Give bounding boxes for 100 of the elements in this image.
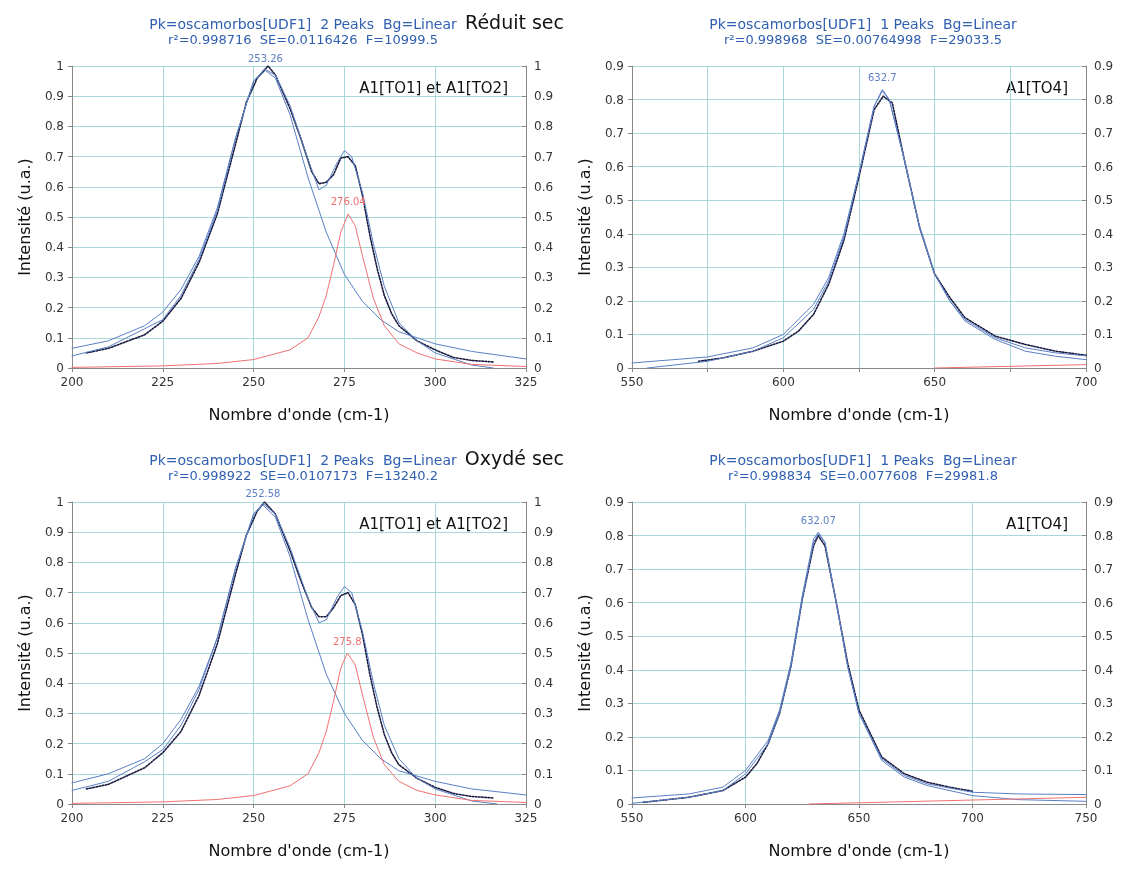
y-tick-label: 0.5 xyxy=(44,210,64,224)
x-tick-label: 250 xyxy=(242,375,266,389)
annotation: 253.26 xyxy=(247,53,283,65)
y2-tick-label: 0.4 xyxy=(534,676,554,691)
y-tick-label: 0.7 xyxy=(604,562,624,577)
y2-tick-label: 0.3 xyxy=(1094,696,1114,711)
y-tick-label: 0.3 xyxy=(604,696,624,711)
y-tick-label: 0.3 xyxy=(44,270,64,285)
y2-tick-label: 0.1 xyxy=(1094,763,1114,778)
y-tick-label: 0 xyxy=(56,361,64,375)
x-tick-label: 700 xyxy=(1074,375,1098,389)
y2-tick-label: 0.2 xyxy=(1094,729,1114,744)
y2-tick-label: 0.1 xyxy=(534,330,554,345)
y2-tick-label: 0.6 xyxy=(534,615,554,630)
y-tick-label: 0.8 xyxy=(604,92,624,107)
y-tick-label: 0.7 xyxy=(44,585,64,600)
y-tick-label: 0.9 xyxy=(604,495,624,509)
y-axis-title: Intensité (u.a.) xyxy=(574,594,594,712)
y2-tick-label: 0.4 xyxy=(534,240,554,255)
x-tick-label: 225 xyxy=(151,811,175,825)
chart-subtitle: r²=0.998834 SE=0.0077608 F=29981.8 xyxy=(728,468,998,483)
x-axis-title: Nombre d'onde (cm-1) xyxy=(768,840,950,860)
x-tick-label: 750 xyxy=(1074,811,1098,825)
y2-tick-label: 0.1 xyxy=(1094,327,1114,342)
y2-tick-label: 0.1 xyxy=(534,766,554,781)
y2-tick-label: 0.3 xyxy=(1094,260,1114,275)
x-tick-label: 325 xyxy=(514,811,538,825)
y-tick-label: 0.9 xyxy=(44,525,64,540)
annotation: 632.7 xyxy=(867,71,897,83)
y2-tick-label: 0.4 xyxy=(1094,662,1114,677)
y-tick-label: 0.9 xyxy=(604,59,624,73)
y-tick-label: 0.9 xyxy=(44,89,64,104)
y-tick-label: 0.2 xyxy=(44,300,64,315)
y-tick-label: 0.5 xyxy=(604,629,624,644)
y2-tick-label: 1 xyxy=(534,59,542,73)
y-tick-label: 0.1 xyxy=(44,766,64,781)
x-tick-label: 325 xyxy=(514,375,538,389)
chart-subtitle: r²=0.998968 SE=0.00764998 F=29033.5 xyxy=(723,32,1003,47)
x-tick-label: 300 xyxy=(423,811,447,825)
x-tick-label: 550 xyxy=(620,811,644,825)
x-axis-title: Nombre d'onde (cm-1) xyxy=(208,404,390,424)
y-tick-label: 0.8 xyxy=(44,119,64,134)
y-tick-label: 1 xyxy=(56,59,64,73)
y-tick-label: 0.8 xyxy=(604,528,624,543)
y2-tick-label: 0.7 xyxy=(1094,126,1114,141)
x-tick-label: 200 xyxy=(60,375,84,389)
y-tick-label: 0.6 xyxy=(44,615,64,630)
annotation: 632.07 xyxy=(800,514,836,526)
chart-subtitle: r²=0.998922 SE=0.0107173 F=13240.2 xyxy=(168,468,438,483)
x-tick-label: 275 xyxy=(332,811,356,825)
y-tick-label: 0.1 xyxy=(604,327,624,342)
y2-tick-label: 0.8 xyxy=(1094,92,1114,107)
y2-tick-label: 0 xyxy=(1094,797,1102,811)
y-axis-title: Intensité (u.a.) xyxy=(14,594,34,712)
chart-title: Pk=oscamorbos[UDF1] 2 Peaks Bg=Linear xyxy=(149,16,457,32)
y2-tick-label: 0.3 xyxy=(534,706,554,721)
text: Réduit sec xyxy=(465,10,565,33)
y2-tick-label: 0.8 xyxy=(1094,528,1114,543)
y-tick-label: 0.4 xyxy=(604,662,624,677)
y-tick-label: 0.5 xyxy=(44,646,64,660)
y2-tick-label: 0.5 xyxy=(1094,629,1114,644)
annotation: A1[TO4] xyxy=(1005,514,1069,533)
x-tick-label: 225 xyxy=(151,375,175,389)
x-tick-label: 250 xyxy=(242,811,266,825)
y-tick-label: 0.1 xyxy=(604,763,624,778)
y-tick-label: 0 xyxy=(616,797,624,811)
y2-tick-label: 0.9 xyxy=(534,89,554,104)
y2-tick-label: 0.4 xyxy=(1094,226,1114,241)
y-axis-title: Intensité (u.a.) xyxy=(574,158,594,276)
y2-tick-label: 0.5 xyxy=(534,646,554,660)
y-tick-label: 0.3 xyxy=(604,260,624,275)
x-tick-label: 700 xyxy=(961,811,984,825)
y2-tick-label: 0.5 xyxy=(1094,193,1114,208)
y-axis-title: Intensité (u.a.) xyxy=(14,158,34,276)
annotation: A1[TO1] et A1[TO2] xyxy=(359,78,509,97)
y-tick-label: 0.2 xyxy=(604,729,624,744)
y2-tick-label: 0.9 xyxy=(1094,59,1114,73)
y2-tick-label: 0.2 xyxy=(1094,293,1114,308)
y-tick-label: 0 xyxy=(56,797,64,811)
chart-subtitle: r²=0.998716 SE=0.0116426 F=10999.5 xyxy=(168,32,438,47)
y-tick-label: 0.6 xyxy=(604,595,624,610)
chart-title: Pk=oscamorbos[UDF1] 1 Peaks Bg=Linear xyxy=(709,452,1017,468)
text: Oxydé sec xyxy=(464,446,565,469)
x-tick-label: 275 xyxy=(332,375,356,389)
y2-tick-label: 0.6 xyxy=(1094,159,1114,174)
y-tick-label: 0.2 xyxy=(44,736,64,751)
x-tick-label: 650 xyxy=(923,375,947,389)
x-axis-title: Nombre d'onde (cm-1) xyxy=(208,840,390,860)
y2-tick-label: 0.3 xyxy=(534,270,554,285)
y2-tick-label: 0.7 xyxy=(534,585,554,600)
x-tick-label: 300 xyxy=(423,375,447,389)
y2-tick-label: 0.6 xyxy=(534,179,554,194)
y-tick-label: 0.7 xyxy=(604,126,624,141)
y2-tick-label: 0.2 xyxy=(534,736,554,751)
x-axis-title: Nombre d'onde (cm-1) xyxy=(768,404,950,424)
y-tick-label: 0.3 xyxy=(44,706,64,721)
chart-title: Pk=oscamorbos[UDF1] 1 Peaks Bg=Linear xyxy=(709,16,1017,32)
y2-tick-label: 0.5 xyxy=(534,210,554,224)
y-tick-label: 1 xyxy=(56,495,64,509)
y2-tick-label: 0 xyxy=(534,797,542,811)
